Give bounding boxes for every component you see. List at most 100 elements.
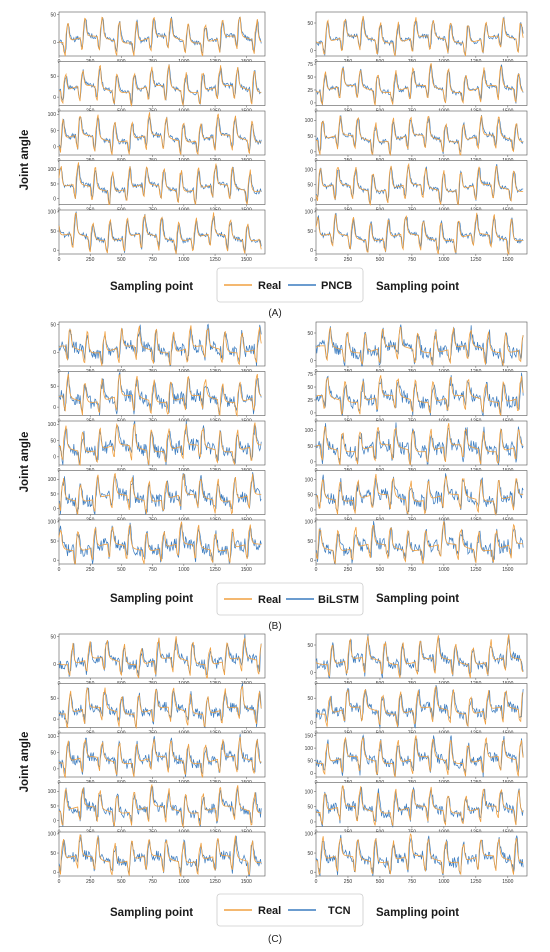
caption-c: (C) (268, 934, 282, 945)
y-tick-label: 100 (48, 789, 57, 795)
legend-label-real: Real (258, 280, 281, 292)
x-tick-label: 1000 (438, 567, 449, 573)
x-tick-label: 1250 (470, 879, 481, 885)
x-axis-title-b-left: Sampling point (110, 593, 193, 605)
series-line-pred (315, 685, 524, 729)
y-tick-label: 50 (50, 438, 56, 444)
series-line-real (315, 162, 524, 206)
subplot-b-right-1: 0500250500750100012501500 (307, 321, 528, 375)
series-line-real (315, 520, 524, 565)
y-tick-label: 100 (48, 832, 57, 838)
y-tick-label: 100 (305, 428, 314, 434)
x-tick-label: 750 (408, 879, 417, 885)
x-tick-label: 250 (344, 257, 353, 263)
y-tick-label: 0 (310, 508, 313, 514)
y-tick-label: 50 (50, 229, 56, 235)
y-tick-label: 0 (310, 720, 313, 726)
series-line-pred (315, 372, 524, 417)
y-tick-label: 0 (310, 870, 313, 876)
series-line-pred (58, 323, 262, 367)
y-tick-label: 100 (305, 477, 314, 483)
y-tick-label: 100 (305, 832, 314, 838)
y-tick-label: 50 (307, 385, 313, 391)
y-axis-title-c: Joint angle (19, 732, 31, 793)
y-tick-label: 100 (305, 789, 314, 795)
series-line-real (315, 15, 524, 57)
y-tick-label: 50 (307, 851, 313, 857)
y-tick-label: 75 (307, 372, 313, 378)
y-tick-label: 50 (307, 134, 313, 140)
subplot-frame (58, 831, 266, 877)
subplot-frame (58, 110, 266, 156)
subplot-c-left-1: 0500250500750100012501500 (50, 633, 266, 687)
x-axis-title-c-left: Sampling point (110, 907, 193, 919)
subplot-b-right-2: 02550750250500750100012501500 (307, 371, 528, 425)
series-line-real (58, 473, 262, 515)
y-tick-label: 0 (53, 662, 56, 668)
subplot-frame (315, 470, 528, 515)
y-tick-label: 0 (310, 411, 313, 417)
x-tick-label: 500 (376, 567, 385, 573)
y-tick-label: 100 (48, 734, 57, 740)
series-line-pred (58, 420, 262, 467)
panel-c: 0500250500750100012501500050025050075010… (48, 633, 528, 885)
series-line-real (58, 162, 262, 205)
series-line-real (315, 326, 524, 367)
series-line-real (58, 373, 262, 417)
legend-a: Real PNCB (216, 267, 364, 303)
x-tick-label: 1000 (178, 257, 189, 263)
x-tick-label: 1000 (178, 567, 189, 573)
y-tick-label: 50 (307, 758, 313, 764)
subplot-a-left-2: 0500250500750100012501500 (50, 61, 266, 115)
series-line-real (58, 834, 262, 878)
series-line-real (315, 833, 524, 876)
legend-b: Real BiLSTM (216, 582, 364, 616)
series-line-real (315, 63, 524, 106)
x-axis-title-a-right: Sampling point (376, 281, 459, 293)
series-line-real (58, 64, 262, 107)
subplot-frame (58, 371, 266, 416)
subplot-a-right-2: 02550750250500750100012501500 (307, 61, 528, 115)
x-axis-title-a-left: Sampling point (110, 281, 193, 293)
subplot-frame (315, 782, 528, 827)
panel-a: 0500250500750100012501500050025050075010… (48, 11, 528, 263)
y-tick-label: 50 (307, 643, 313, 649)
y-tick-label: 50 (307, 696, 313, 702)
x-tick-label: 1250 (470, 567, 481, 573)
series-line-real (58, 212, 262, 255)
y-tick-label: 50 (307, 444, 313, 450)
y-tick-label: 0 (53, 196, 56, 202)
y-tick-label: 50 (307, 75, 313, 81)
y-tick-label: 50 (50, 804, 56, 810)
series-line-pred (58, 16, 262, 54)
y-tick-label: 50 (50, 635, 56, 641)
x-tick-label: 1500 (502, 879, 513, 885)
x-tick-label: 0 (315, 567, 318, 573)
y-tick-label: 0 (310, 460, 313, 466)
y-tick-label: 50 (307, 539, 313, 545)
y-tick-label: 50 (50, 851, 56, 857)
y-tick-label: 0 (53, 506, 56, 512)
x-tick-label: 0 (58, 879, 61, 885)
series-line-pred (58, 371, 262, 416)
series-line-pred (315, 422, 524, 466)
subplot-c-right-2: 0500250500750100012501500 (307, 683, 528, 737)
x-tick-label: 250 (86, 257, 95, 263)
y-tick-label: 0 (310, 558, 313, 564)
y-tick-label: 0 (53, 145, 56, 151)
y-tick-label: 50 (50, 323, 56, 329)
y-tick-label: 100 (305, 746, 314, 752)
y-tick-label: 0 (310, 101, 313, 107)
x-axis-title-c-right: Sampling point (376, 907, 459, 919)
series-line-real (58, 521, 262, 565)
